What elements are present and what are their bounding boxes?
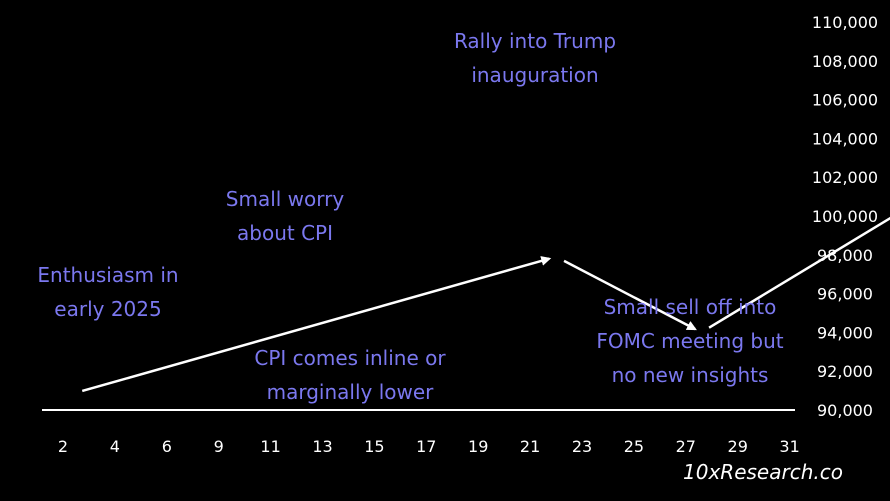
annotation-line: Rally into Trump bbox=[454, 29, 616, 53]
x-axis-ticks: 2 4 6 9 11 13 15 17 19 21 23 25 27 29 31 bbox=[58, 437, 800, 456]
y-tick-label: 108,000 bbox=[812, 52, 878, 71]
annotation-line: Small worry bbox=[226, 187, 345, 211]
x-tick-label: 21 bbox=[520, 437, 540, 456]
x-tick-label: 2 bbox=[58, 437, 68, 456]
annotation-line: CPI comes inline or bbox=[254, 346, 446, 370]
annotation-line: no new insights bbox=[612, 363, 769, 387]
x-tick-label: 23 bbox=[572, 437, 592, 456]
y-tick-label: 110,000 bbox=[812, 13, 878, 32]
x-tick-label: 17 bbox=[416, 437, 436, 456]
y-tick-label: 96,000 bbox=[817, 285, 873, 304]
x-tick-label: 25 bbox=[624, 437, 644, 456]
x-tick-label: 15 bbox=[364, 437, 384, 456]
y-tick-label: 94,000 bbox=[817, 323, 873, 342]
annotation-text: Enthusiasm in early 2025 bbox=[37, 263, 178, 321]
annotation-line: FOMC meeting but bbox=[596, 329, 783, 353]
x-tick-label: 29 bbox=[728, 437, 748, 456]
annotation-line: Enthusiasm in bbox=[37, 263, 178, 287]
annotation-text: Small sell off into FOMC meeting but no ne… bbox=[596, 295, 783, 387]
price-path bbox=[81, 216, 890, 393]
annotation-line: inauguration bbox=[471, 63, 598, 87]
annotation-line: about CPI bbox=[237, 221, 333, 245]
x-tick-label: 13 bbox=[312, 437, 332, 456]
x-tick-label: 27 bbox=[676, 437, 696, 456]
path-segment-arrow bbox=[563, 259, 697, 331]
y-tick-label: 104,000 bbox=[812, 129, 878, 148]
path-segment-arrow bbox=[708, 216, 890, 329]
y-tick-label: 92,000 bbox=[817, 362, 873, 381]
source-watermark: 10xResearch.co bbox=[683, 460, 843, 484]
annotation-line: marginally lower bbox=[267, 380, 435, 404]
annotation-text: Small worry about CPI bbox=[226, 187, 345, 245]
y-tick-label: 90,000 bbox=[817, 401, 873, 420]
annotation-text: CPI comes inline or marginally lower bbox=[254, 346, 446, 404]
x-tick-label: 31 bbox=[779, 437, 799, 456]
annotations: Enthusiasm in early 2025 Small worry about … bbox=[37, 29, 783, 404]
annotation-line: early 2025 bbox=[54, 297, 161, 321]
annotation-line: Small sell off into bbox=[604, 295, 777, 319]
annotation-text: Rally into Trump inauguration bbox=[454, 29, 616, 87]
x-tick-label: 6 bbox=[162, 437, 172, 456]
y-axis-ticks: 90,000 92,000 94,000 96,000 98,000 100,000 102… bbox=[812, 13, 878, 420]
x-tick-label: 9 bbox=[214, 437, 224, 456]
y-tick-label: 98,000 bbox=[817, 246, 873, 265]
y-tick-label: 102,000 bbox=[812, 168, 878, 187]
path-segment-arrow bbox=[81, 256, 552, 393]
y-tick-label: 100,000 bbox=[812, 207, 878, 226]
y-tick-label: 106,000 bbox=[812, 91, 878, 110]
x-tick-label: 4 bbox=[110, 437, 120, 456]
x-tick-label: 19 bbox=[468, 437, 488, 456]
x-tick-label: 11 bbox=[260, 437, 280, 456]
